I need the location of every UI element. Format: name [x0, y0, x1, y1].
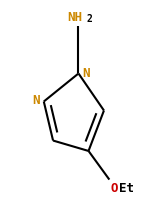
Text: N: N — [32, 94, 40, 106]
Text: N: N — [82, 67, 90, 80]
Text: Et: Et — [119, 181, 134, 194]
Text: O: O — [110, 181, 118, 194]
Text: NH: NH — [67, 11, 82, 24]
Text: 2: 2 — [87, 14, 92, 24]
